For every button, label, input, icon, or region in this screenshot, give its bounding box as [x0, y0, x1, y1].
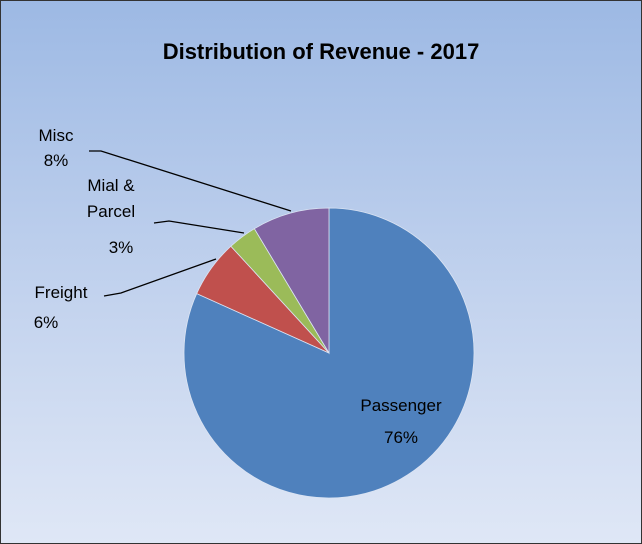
data-label: 8%	[43, 151, 69, 170]
leader-line	[89, 150, 292, 212]
data-label: 3%	[108, 238, 134, 257]
leader-line	[103, 258, 217, 297]
category-label: Passenger	[360, 396, 442, 415]
category-label: Mial & Parcel	[86, 176, 136, 221]
chart-title: Distribution of Revenue - 2017	[162, 39, 480, 64]
category-label: Freight	[34, 283, 88, 302]
leader-line	[153, 220, 245, 234]
category-label: Misc	[38, 126, 74, 145]
data-label: 76%	[383, 428, 419, 447]
data-label: 6%	[33, 313, 59, 332]
pie-slice	[253, 207, 330, 355]
